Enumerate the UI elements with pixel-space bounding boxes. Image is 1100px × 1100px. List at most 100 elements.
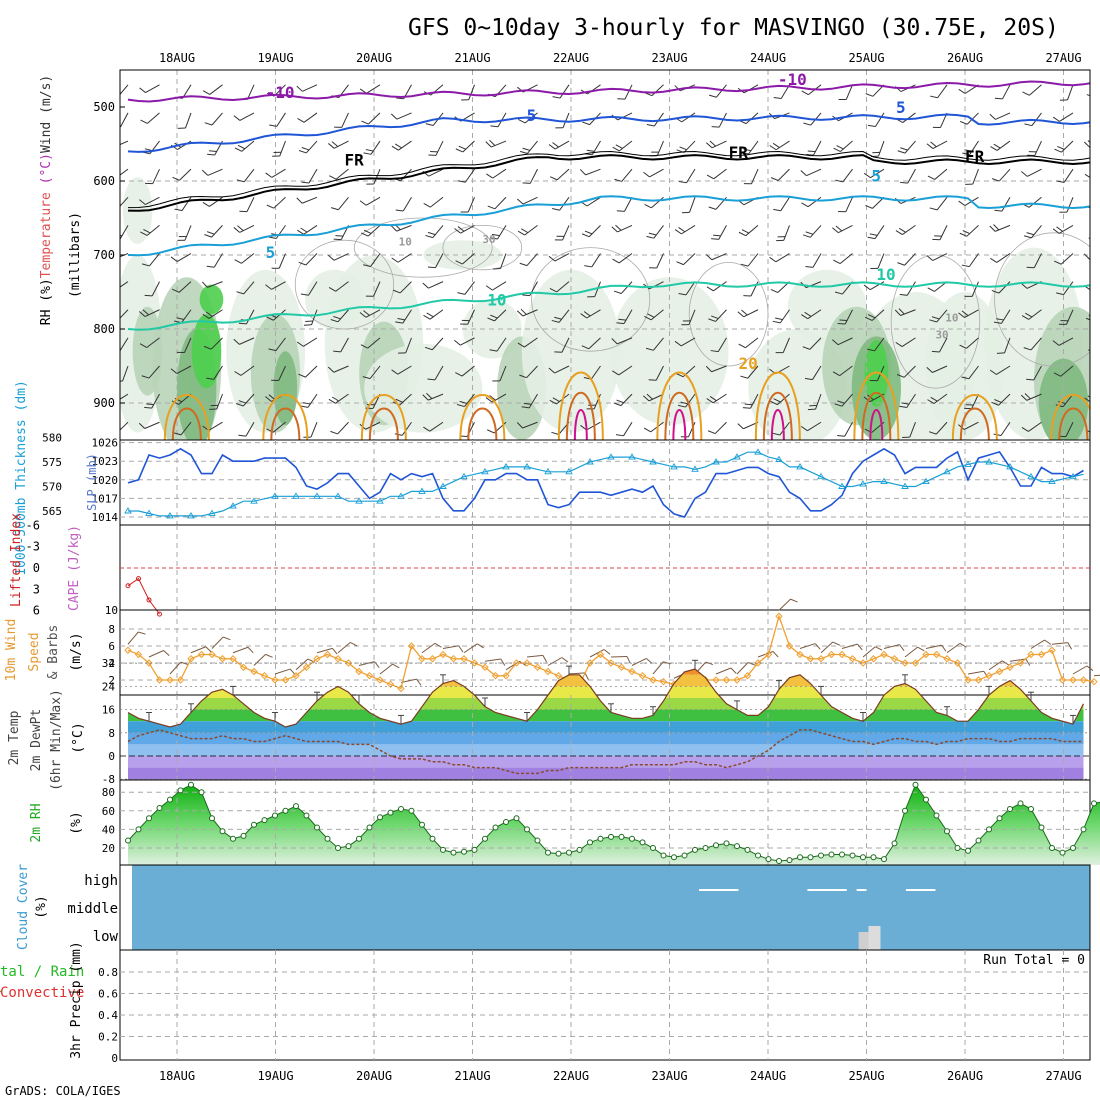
wind-barb xyxy=(1086,94,1090,98)
barb-feather xyxy=(1083,253,1090,260)
barb-feather xyxy=(708,206,717,210)
cloud-field xyxy=(132,865,1090,950)
wind-barb xyxy=(799,643,821,650)
wind-barb xyxy=(428,140,444,156)
wind-barb xyxy=(706,281,727,292)
warm-contour xyxy=(853,371,900,440)
barb-staff xyxy=(875,112,885,127)
barb-feather xyxy=(927,175,935,180)
wind-barb xyxy=(177,112,192,129)
li-tick-label: -3 xyxy=(26,540,40,554)
rh-marker xyxy=(944,828,950,835)
thickness-marker xyxy=(649,458,657,465)
wind-barb xyxy=(895,224,916,236)
barb-feather xyxy=(898,308,905,315)
slp-ylabel: SLP (mb) xyxy=(85,453,99,511)
wind-marker xyxy=(1037,650,1046,659)
barb-feather xyxy=(233,115,241,121)
barb-feather xyxy=(588,404,596,406)
barb-feather xyxy=(485,397,493,403)
barb-feather xyxy=(365,295,374,297)
barb-staff xyxy=(494,196,507,210)
barb-staff xyxy=(246,309,255,325)
wind-marker xyxy=(481,663,489,671)
wind-barb xyxy=(120,84,129,98)
barb-feather xyxy=(837,400,845,404)
barb-feather xyxy=(296,197,303,204)
wind-barb xyxy=(552,84,570,99)
wind-barb xyxy=(1093,674,1100,677)
barb-staff xyxy=(526,365,538,379)
barb-staff xyxy=(146,225,160,236)
barb-feather xyxy=(894,309,901,316)
wind-barb xyxy=(801,196,822,208)
barb-feather xyxy=(333,238,342,241)
wind-ylabel-1: 10m Wind xyxy=(4,619,19,682)
barb-feather xyxy=(809,404,817,407)
wind-barb xyxy=(867,337,885,352)
barb-staff xyxy=(242,393,255,407)
wind-barb xyxy=(991,393,1011,406)
barb-feather xyxy=(802,234,811,238)
rh-marker xyxy=(503,818,509,825)
wind-barb xyxy=(612,365,633,376)
barb-staff xyxy=(1027,168,1042,177)
wind-barb xyxy=(303,309,318,326)
barb-feather xyxy=(674,229,682,235)
wind-barb xyxy=(612,253,633,264)
barb-feather xyxy=(170,368,178,374)
wind-barb xyxy=(425,225,444,239)
barb-feather xyxy=(934,235,942,237)
wind-barb xyxy=(424,337,444,351)
barb-feather xyxy=(365,149,374,152)
barb-feather xyxy=(422,394,429,401)
barb-feather xyxy=(113,314,120,321)
barb-feather xyxy=(209,150,217,153)
li-marker xyxy=(146,597,152,603)
thickness-marker xyxy=(145,509,153,516)
barb-feather xyxy=(359,200,367,206)
warm-contour xyxy=(951,394,998,440)
barb-feather xyxy=(587,296,595,298)
barb-feather xyxy=(580,424,587,431)
wind-marker xyxy=(544,667,552,676)
barb-feather xyxy=(710,350,719,353)
wind-barb xyxy=(841,643,863,651)
barb-staff xyxy=(717,337,727,352)
wind-barb xyxy=(644,196,664,209)
rh-marker xyxy=(135,826,142,833)
wind-barb xyxy=(801,309,822,320)
rh-marker xyxy=(1059,849,1066,856)
barb-staff xyxy=(211,636,224,649)
wind-barb xyxy=(615,421,633,437)
barb-feather xyxy=(112,348,120,354)
wind-barb xyxy=(171,281,192,293)
barb-feather xyxy=(459,400,468,404)
wind-barb xyxy=(740,365,759,379)
li-marker xyxy=(136,576,141,582)
wind-barb xyxy=(1030,639,1052,649)
wind-marker xyxy=(281,676,290,684)
barb-staff xyxy=(925,644,942,649)
wind-barb xyxy=(492,365,507,382)
wind-marker xyxy=(775,612,783,620)
barb-feather xyxy=(958,200,966,206)
barb-feather xyxy=(392,663,400,669)
barb-feather xyxy=(965,404,974,406)
barb-feather xyxy=(959,642,967,648)
wind-barb xyxy=(990,140,1011,151)
thickness-marker xyxy=(1069,472,1077,480)
barb-feather xyxy=(895,230,903,236)
barb-staff xyxy=(295,658,309,671)
wind-barb xyxy=(120,281,129,292)
date-label-top: 24AUG xyxy=(750,51,786,65)
hot-contour xyxy=(770,409,785,440)
barb-feather xyxy=(899,405,907,409)
wind-marker xyxy=(743,672,752,680)
rh-shading xyxy=(199,284,224,315)
wind-barb xyxy=(775,337,790,354)
thickness-marker xyxy=(817,472,825,480)
barb-feather xyxy=(391,145,399,151)
barb-staff xyxy=(429,421,444,432)
wind-barb xyxy=(395,197,412,212)
